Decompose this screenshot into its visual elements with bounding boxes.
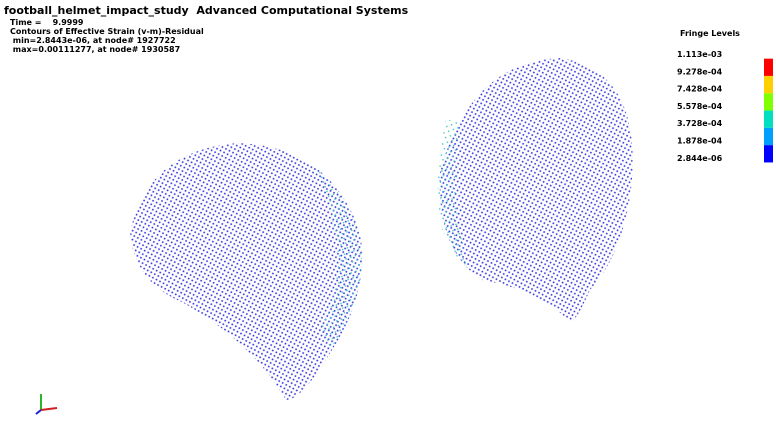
legend-level: 7.428e-04 xyxy=(677,85,723,94)
background xyxy=(0,0,776,423)
time-label: Time = 9.9999 xyxy=(10,18,84,27)
legend-swatch xyxy=(764,59,773,76)
model-title: football_helmet_impact_study Advanced Co… xyxy=(4,4,409,17)
legend-level: 2.844e-06 xyxy=(677,154,723,163)
legend-swatch xyxy=(764,111,773,128)
legend-level: 9.278e-04 xyxy=(677,67,723,76)
legend-swatch xyxy=(764,76,773,93)
legend-level: 1.113e-03 xyxy=(677,50,722,59)
min-label: min=2.8443e-06, at node# 1927722 xyxy=(10,36,176,45)
legend-level: 5.578e-04 xyxy=(677,102,723,111)
legend-swatch xyxy=(764,128,773,145)
legend-level: 1.878e-04 xyxy=(677,137,723,146)
legend-swatch xyxy=(764,93,773,110)
viewport: football_helmet_impact_study Advanced Co… xyxy=(0,0,776,423)
contour-label: Contours of Effective Strain (v-m)-Resid… xyxy=(10,27,204,36)
legend-title: Fringe Levels xyxy=(680,29,740,38)
max-label: max=0.00111277, at node# 1930587 xyxy=(10,45,180,54)
legend-swatch xyxy=(764,145,773,162)
legend-level: 3.728e-04 xyxy=(677,119,723,128)
